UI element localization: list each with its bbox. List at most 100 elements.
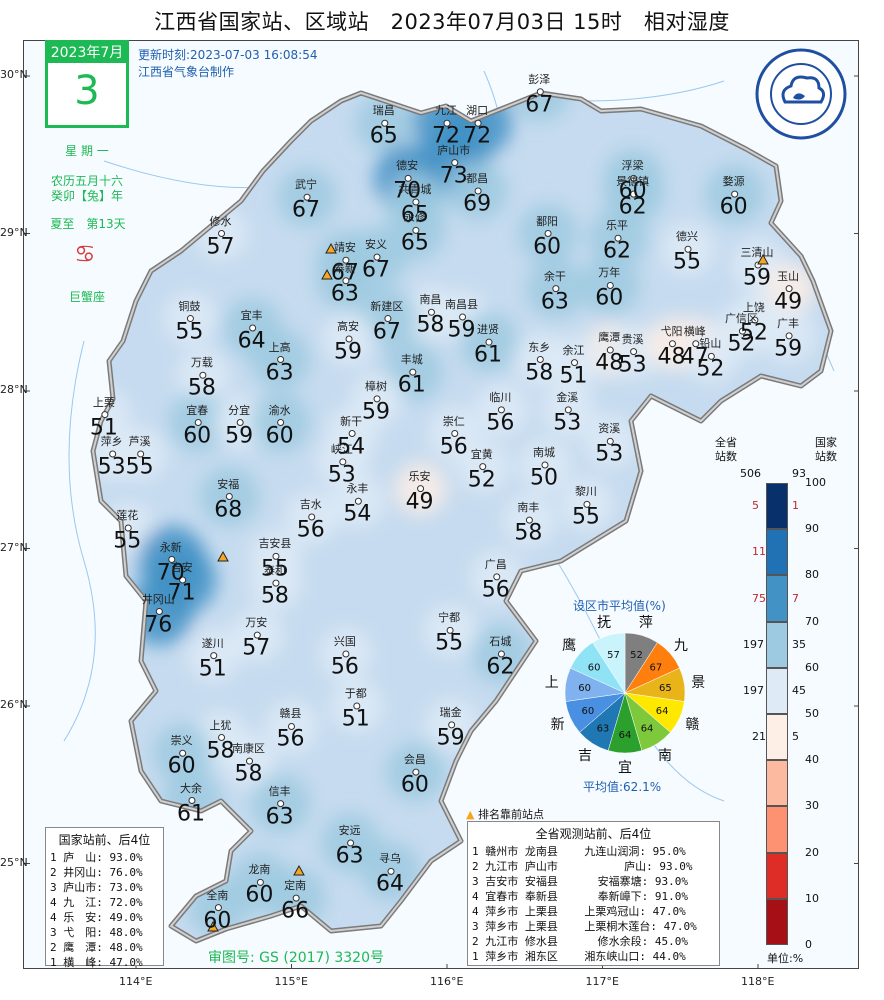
lunar-date: 农历五月十六 — [50, 174, 123, 188]
station-value: 72 — [463, 123, 492, 149]
station-value: 59 — [774, 336, 803, 362]
rank-legend-label: 排名靠前站点 — [477, 808, 544, 821]
station-name: 吉水 — [299, 498, 322, 511]
solar-term: 夏至 第13天 — [50, 217, 126, 231]
station-value: 56 — [481, 577, 510, 603]
zodiac-icon: ♋ — [74, 240, 96, 268]
pie-slice — [592, 632, 626, 694]
station-value: 52 — [727, 331, 756, 357]
station-marker — [303, 193, 311, 201]
station-name: 弋阳 — [660, 324, 683, 338]
station-marker — [404, 174, 412, 182]
station-name: 南昌县 — [445, 297, 479, 311]
station-name: 德兴 — [676, 230, 699, 244]
station-name: 瑞昌 — [372, 104, 395, 118]
station-value: 58 — [260, 583, 289, 609]
province-border — [90, 90, 834, 944]
station-value: 59 — [436, 725, 465, 751]
station-name: 彭泽 — [528, 72, 551, 86]
colorbar-label: 50 — [805, 707, 819, 720]
station-name: 万载 — [190, 356, 213, 370]
station-name: 景德镇 — [616, 175, 650, 189]
station-marker — [345, 335, 353, 343]
pie-city-label: 新 — [550, 716, 565, 733]
station-value: 53 — [553, 410, 582, 436]
station-marker — [199, 371, 207, 379]
station-value: 51 — [559, 363, 588, 389]
station-value: 49 — [774, 289, 803, 315]
pie-value-label: 63 — [597, 723, 610, 734]
station-marker — [412, 198, 420, 206]
station-marker — [387, 867, 395, 875]
station-marker — [253, 631, 261, 639]
colorbar-label: 5 — [752, 499, 759, 513]
station-name: 永新 — [159, 540, 182, 554]
station-value: 60 — [533, 234, 562, 259]
station-marker — [606, 346, 614, 354]
station-value: 65 — [369, 123, 398, 149]
station-marker — [277, 419, 285, 426]
station-value: 55 — [125, 454, 154, 480]
station-marker — [179, 576, 187, 584]
station-name: 莲花 — [116, 509, 139, 523]
station-value: 56 — [276, 726, 305, 752]
colorbar-label: 单位:% — [767, 952, 804, 965]
station-name: 湖口 — [466, 104, 489, 118]
colorbar-label: 45 — [792, 683, 806, 697]
station-marker — [474, 187, 482, 195]
station-name: 上栗 — [92, 395, 115, 409]
station-marker — [606, 281, 614, 289]
station-value: 65 — [400, 230, 429, 256]
station-marker — [707, 352, 715, 360]
ranking-row: 4 宜春市 奉新县 奉新嶂下: 91.0% — [472, 890, 688, 903]
pie-city-label: 上 — [544, 675, 559, 692]
station-value: 54 — [343, 501, 372, 527]
agency: 江西省气象台制作 — [138, 65, 235, 79]
rank-triangle — [321, 268, 333, 280]
station-value: 64 — [376, 871, 405, 897]
station-value: 63 — [265, 360, 294, 385]
pie-title: 设区市平均值(%) — [573, 599, 666, 613]
station-name: 峡江 — [330, 442, 353, 456]
lat-label: 29°N — [0, 225, 28, 239]
lunar-year: 癸卯【兔】年 — [50, 189, 123, 203]
update-time: 更新时刻:2023-07-03 16:08:54 — [138, 48, 318, 62]
station-value: 60 — [719, 194, 748, 220]
colorbar-swatch — [766, 898, 788, 945]
colorbar-label: 20 — [805, 845, 819, 859]
ranking-row: 2 井冈山: 76.0% — [50, 866, 143, 879]
station-name: 庐山市 — [437, 143, 471, 157]
station-marker — [186, 315, 194, 323]
pie-city-label: 景 — [691, 675, 706, 692]
station-name: 奉新 — [333, 261, 356, 275]
pie-value-label: 60 — [582, 706, 595, 717]
national-ranking-title: 国家站前、后4位 — [58, 833, 151, 847]
lat-label: 28°N — [0, 383, 28, 396]
station-name: 玉山 — [777, 269, 800, 283]
station-name: 进贤 — [476, 323, 499, 337]
station-marker — [381, 119, 389, 127]
station-name: 龙南 — [248, 863, 271, 877]
lon-label: 115°E — [274, 975, 308, 988]
station-value: 73 — [439, 163, 468, 189]
station-value: 53 — [595, 441, 624, 467]
station-marker — [731, 190, 739, 198]
ranking-row: 4 乐 安: 49.0% — [50, 911, 143, 924]
meteorology-logo — [755, 48, 847, 140]
station-name: 广信区 — [724, 312, 758, 326]
station-value: 55 — [113, 528, 142, 554]
station-name: 鄱阳 — [536, 214, 559, 228]
station-marker — [277, 356, 285, 363]
station-value: 59 — [362, 399, 391, 425]
colorbar-label: 30 — [805, 799, 819, 813]
station-marker — [552, 285, 560, 293]
station-marker — [412, 226, 420, 234]
station-name: 德安 — [396, 159, 419, 173]
station-value: 65 — [400, 202, 429, 228]
station-marker — [342, 277, 350, 285]
station-marker — [497, 650, 505, 658]
pie-value-label: 64 — [641, 723, 654, 734]
station-name: 乐平 — [606, 219, 629, 233]
station-marker — [292, 894, 300, 902]
